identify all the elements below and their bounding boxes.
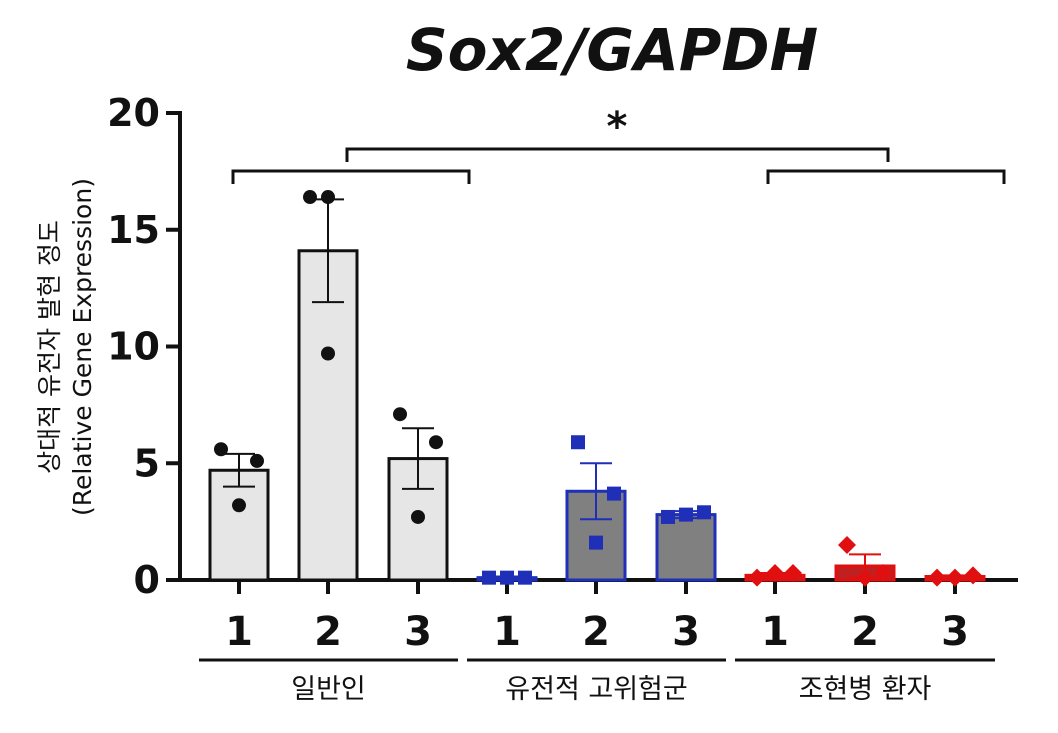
bars	[208, 198, 986, 582]
data-point	[571, 435, 585, 450]
data-point	[303, 190, 317, 205]
x-tick-label: 3	[672, 609, 700, 655]
data-point	[411, 509, 425, 524]
x-tick-labels: 1 2 3 1 2 3 1 2 3	[225, 609, 969, 655]
y-tick-label: 20	[107, 91, 160, 135]
group-label: 일반인	[291, 674, 366, 705]
data-point	[928, 568, 946, 587]
data-point	[766, 563, 784, 582]
data-point	[250, 453, 264, 468]
bracket-comparison	[345, 147, 890, 162]
y-axis-label-line1: 상대적 유전자 발현 정도	[35, 220, 64, 474]
group-label: 유전적 고위험군	[505, 674, 687, 705]
group-labels: 일반인 유전적 고위험군 조현병 환자	[199, 658, 995, 705]
data-point	[661, 509, 675, 524]
bar	[655, 513, 717, 582]
data-point	[748, 568, 766, 587]
data-point	[518, 570, 532, 585]
x-tick-label: 1	[761, 609, 789, 655]
data-point	[964, 566, 982, 585]
y-axis-label: 상대적 유전자 발현 정도 (Relative Gene Expression)	[35, 178, 97, 516]
x-tick-label: 2	[314, 609, 342, 655]
chart-title: Sox2/GAPDH	[406, 16, 818, 84]
data-points	[214, 190, 982, 587]
y-tick-label: 15	[107, 208, 160, 252]
data-point	[679, 507, 693, 522]
data-point	[784, 563, 802, 582]
y-tick-label: 10	[107, 325, 160, 369]
bar	[297, 249, 359, 582]
data-point	[874, 563, 892, 582]
x-tick-label: 2	[851, 609, 879, 655]
x-tick-label: 3	[404, 609, 432, 655]
significance-brackets: *	[231, 104, 1006, 184]
y-axis-label-line2: (Relative Gene Expression)	[68, 178, 97, 516]
significance-star: *	[607, 104, 628, 150]
y-tick-label: 0	[134, 558, 160, 602]
data-point	[232, 498, 246, 513]
y-tick-label: 5	[134, 441, 160, 485]
data-point	[946, 568, 964, 587]
bracket-left-group	[231, 169, 471, 184]
group-label: 조현병 환자	[799, 674, 932, 705]
data-point	[500, 570, 514, 585]
x-tick-label: 1	[225, 609, 253, 655]
data-point	[393, 407, 407, 422]
data-point	[482, 570, 496, 585]
x-tick-label: 2	[582, 609, 610, 655]
x-tick-label: 1	[493, 609, 521, 655]
x-tick-label: 3	[941, 609, 969, 655]
data-point	[838, 535, 856, 554]
bracket-right-group	[766, 169, 1006, 184]
data-point	[321, 346, 335, 361]
data-point	[214, 442, 228, 457]
data-point	[321, 190, 335, 205]
data-point	[589, 535, 603, 550]
data-point	[856, 568, 874, 587]
data-point	[697, 505, 711, 520]
data-point	[607, 486, 621, 501]
data-point	[429, 435, 443, 450]
